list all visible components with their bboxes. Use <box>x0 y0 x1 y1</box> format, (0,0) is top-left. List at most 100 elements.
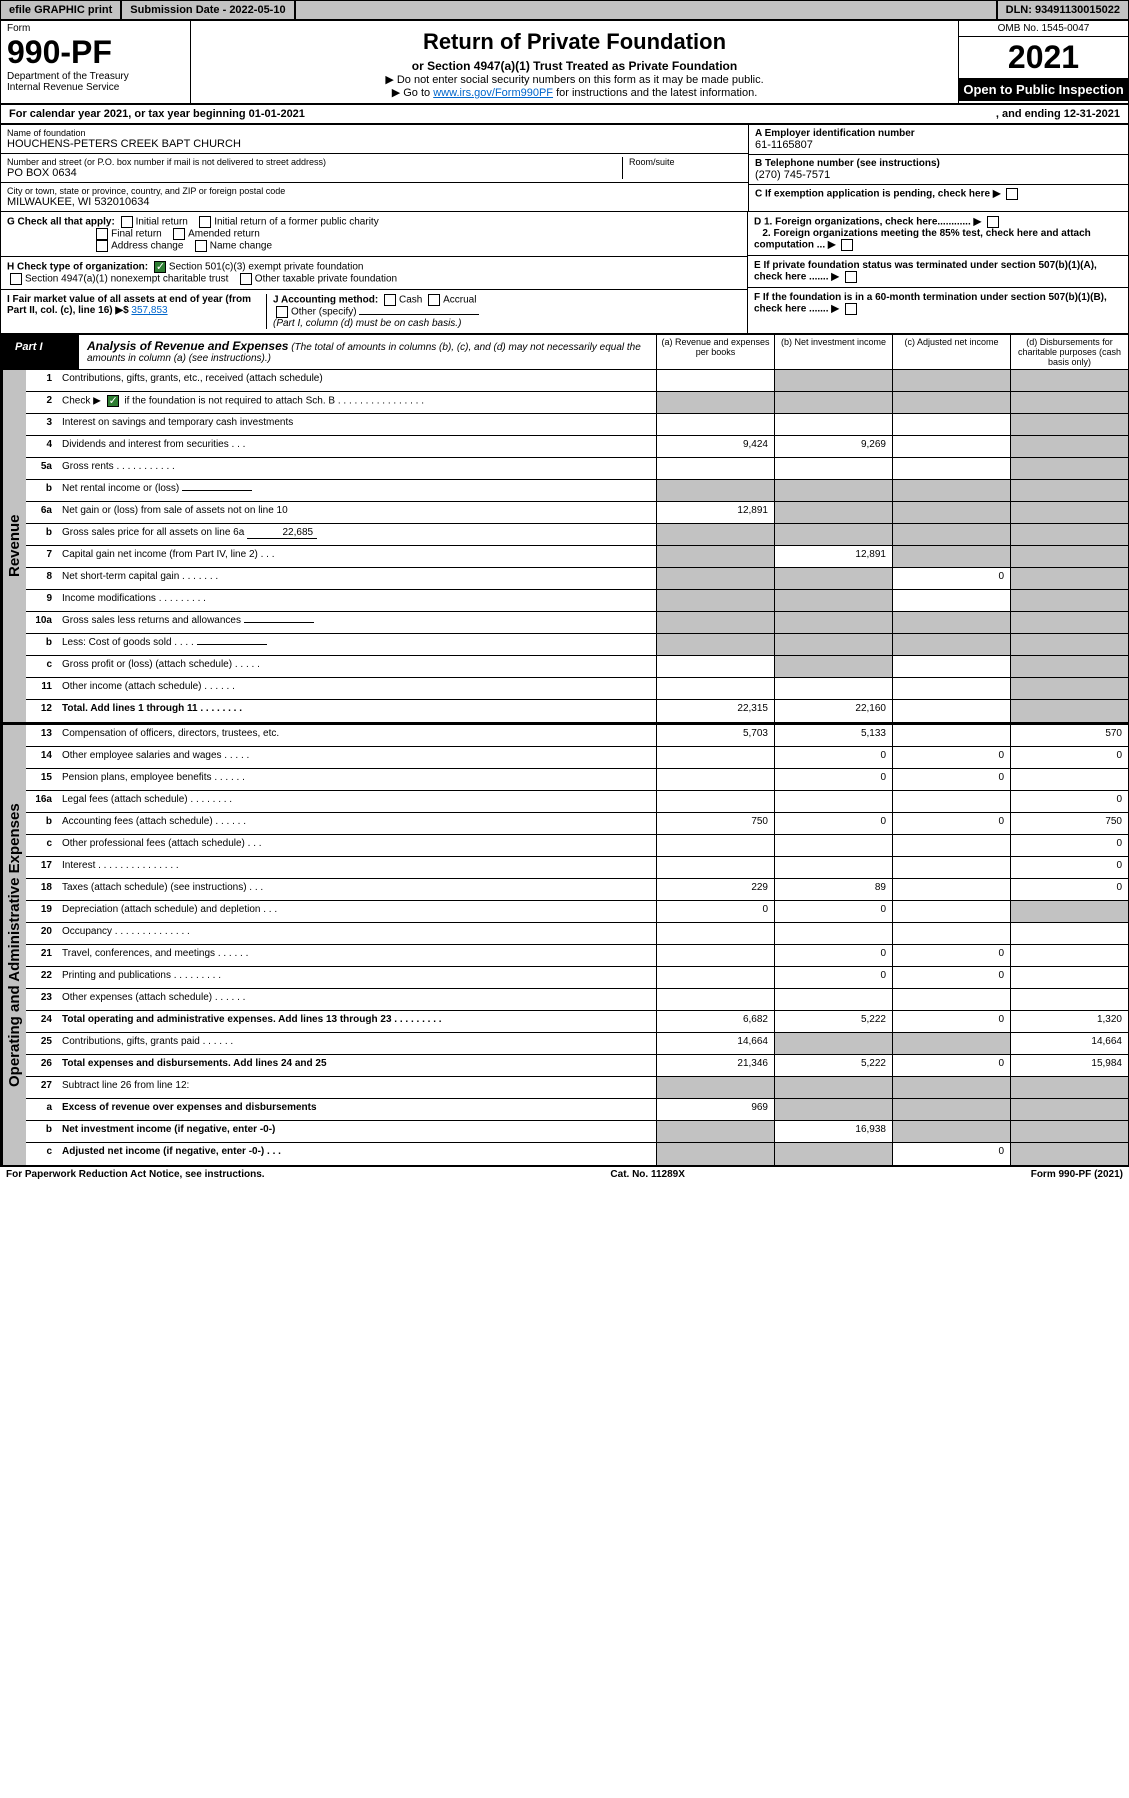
cell-a <box>656 458 774 479</box>
cell-d <box>1010 1077 1128 1098</box>
line-no: 4 <box>26 436 58 457</box>
r10b: Less: Cost of goods sold . . . . <box>62 637 194 648</box>
cell-b: 0 <box>774 945 892 966</box>
cell-b <box>774 370 892 391</box>
j-accrual-checkbox[interactable] <box>428 294 440 306</box>
cell-d: 1,320 <box>1010 1011 1128 1032</box>
d2-checkbox[interactable] <box>841 239 853 251</box>
cell-c <box>892 923 1010 944</box>
e: E If private foundation status was termi… <box>754 260 1097 283</box>
line-desc: Other professional fees (attach schedule… <box>58 835 656 856</box>
g-final-checkbox[interactable] <box>96 228 108 240</box>
line-desc: Other income (attach schedule) . . . . .… <box>58 678 656 699</box>
tax-year: 2021 <box>959 37 1128 78</box>
cell-c <box>892 879 1010 900</box>
g-opt-4: Address change <box>111 241 183 252</box>
line-desc: Gross sales price for all assets on line… <box>58 524 656 545</box>
fmv-value[interactable]: 357,853 <box>131 305 167 316</box>
footer-left: For Paperwork Reduction Act Notice, see … <box>6 1169 265 1180</box>
col-d-hdr: (d) Disbursements for charitable purpose… <box>1010 335 1128 369</box>
cell-d <box>1010 392 1128 413</box>
phone-value: (270) 745-7571 <box>755 169 1122 181</box>
g-name-checkbox[interactable] <box>195 240 207 252</box>
cell-c <box>892 414 1010 435</box>
entity-right: A Employer identification number 61-1165… <box>748 125 1128 211</box>
line-10a: 10a Gross sales less returns and allowan… <box>26 612 1128 634</box>
cell-d <box>1010 480 1128 501</box>
line-20: 20 Occupancy . . . . . . . . . . . . . . <box>26 923 1128 945</box>
cell-c: 0 <box>892 967 1010 988</box>
city-label: City or town, state or province, country… <box>7 186 742 196</box>
cell-a <box>656 634 774 655</box>
cell-a <box>656 480 774 501</box>
topbar-spacer <box>295 0 997 20</box>
i-block: I Fair market value of all assets at end… <box>7 294 267 329</box>
f-row: F If the foundation is in a 60-month ter… <box>748 288 1128 319</box>
cell-b <box>774 414 892 435</box>
line-no: 2 <box>26 392 58 413</box>
line-desc: Total operating and administrative expen… <box>58 1011 656 1032</box>
ein-value: 61-1165807 <box>755 139 1122 151</box>
line-13: 13 Compensation of officers, directors, … <box>26 725 1128 747</box>
line-3: 3 Interest on savings and temporary cash… <box>26 414 1128 436</box>
j-other: Other (specify) <box>291 307 357 318</box>
h-4947-checkbox[interactable] <box>10 273 22 285</box>
cell-a: 6,682 <box>656 1011 774 1032</box>
cell-d <box>1010 458 1128 479</box>
line-desc: Net rental income or (loss) <box>58 480 656 501</box>
g-initial-checkbox[interactable] <box>121 216 133 228</box>
addr-cell: Number and street (or P.O. box number if… <box>7 157 622 179</box>
cell-a <box>656 392 774 413</box>
h-other-checkbox[interactable] <box>240 273 252 285</box>
ein-cell: A Employer identification number 61-1165… <box>749 125 1128 155</box>
cell-b <box>774 524 892 545</box>
line-6a: 6a Net gain or (loss) from sale of asset… <box>26 502 1128 524</box>
irs-label: Internal Revenue Service <box>7 82 184 93</box>
line-no: 1 <box>26 370 58 391</box>
j-cash-checkbox[interactable] <box>384 294 396 306</box>
schb-checkbox[interactable] <box>107 395 119 407</box>
cell-a <box>656 945 774 966</box>
cell-c <box>892 1033 1010 1054</box>
cell-d: 0 <box>1010 835 1128 856</box>
i-label: I Fair market value of all assets at end… <box>7 294 251 316</box>
cell-d <box>1010 678 1128 699</box>
g-address-checkbox[interactable] <box>96 240 108 252</box>
form990pf-link[interactable]: www.irs.gov/Form990PF <box>433 87 553 99</box>
r2-pre: Check ▶ <box>62 396 101 407</box>
cell-c: 0 <box>892 813 1010 834</box>
line-4: 4 Dividends and interest from securities… <box>26 436 1128 458</box>
g-amended-checkbox[interactable] <box>173 228 185 240</box>
cell-c: 0 <box>892 769 1010 790</box>
h-row: H Check type of organization: Section 50… <box>1 257 747 290</box>
line-no: 11 <box>26 678 58 699</box>
f-checkbox[interactable] <box>845 303 857 315</box>
j-other-checkbox[interactable] <box>276 306 288 318</box>
h-501c3-checkbox[interactable] <box>154 261 166 273</box>
header-right: OMB No. 1545-0047 2021 Open to Public In… <box>958 21 1128 103</box>
cell-a <box>656 1121 774 1142</box>
cell-b <box>774 612 892 633</box>
cell-a <box>656 857 774 878</box>
cell-d: 570 <box>1010 725 1128 746</box>
r10a-amt <box>244 622 314 623</box>
cell-d: 0 <box>1010 747 1128 768</box>
e-checkbox[interactable] <box>845 271 857 283</box>
cell-b <box>774 634 892 655</box>
cell-c <box>892 1121 1010 1142</box>
cell-b: 5,222 <box>774 1055 892 1076</box>
cell-c <box>892 546 1010 567</box>
cell-a <box>656 923 774 944</box>
omb-number: OMB No. 1545-0047 <box>959 21 1128 37</box>
cell-a <box>656 612 774 633</box>
g-initial-former-checkbox[interactable] <box>199 216 211 228</box>
d1-checkbox[interactable] <box>987 216 999 228</box>
line-no: 18 <box>26 879 58 900</box>
cell-d <box>1010 656 1128 677</box>
line-27: 27 Subtract line 26 from line 12: <box>26 1077 1128 1099</box>
line-19: 19 Depreciation (attach schedule) and de… <box>26 901 1128 923</box>
c-checkbox[interactable] <box>1006 188 1018 200</box>
j-other-line <box>359 314 479 315</box>
line-14: 14 Other employee salaries and wages . .… <box>26 747 1128 769</box>
cell-b: 5,133 <box>774 725 892 746</box>
